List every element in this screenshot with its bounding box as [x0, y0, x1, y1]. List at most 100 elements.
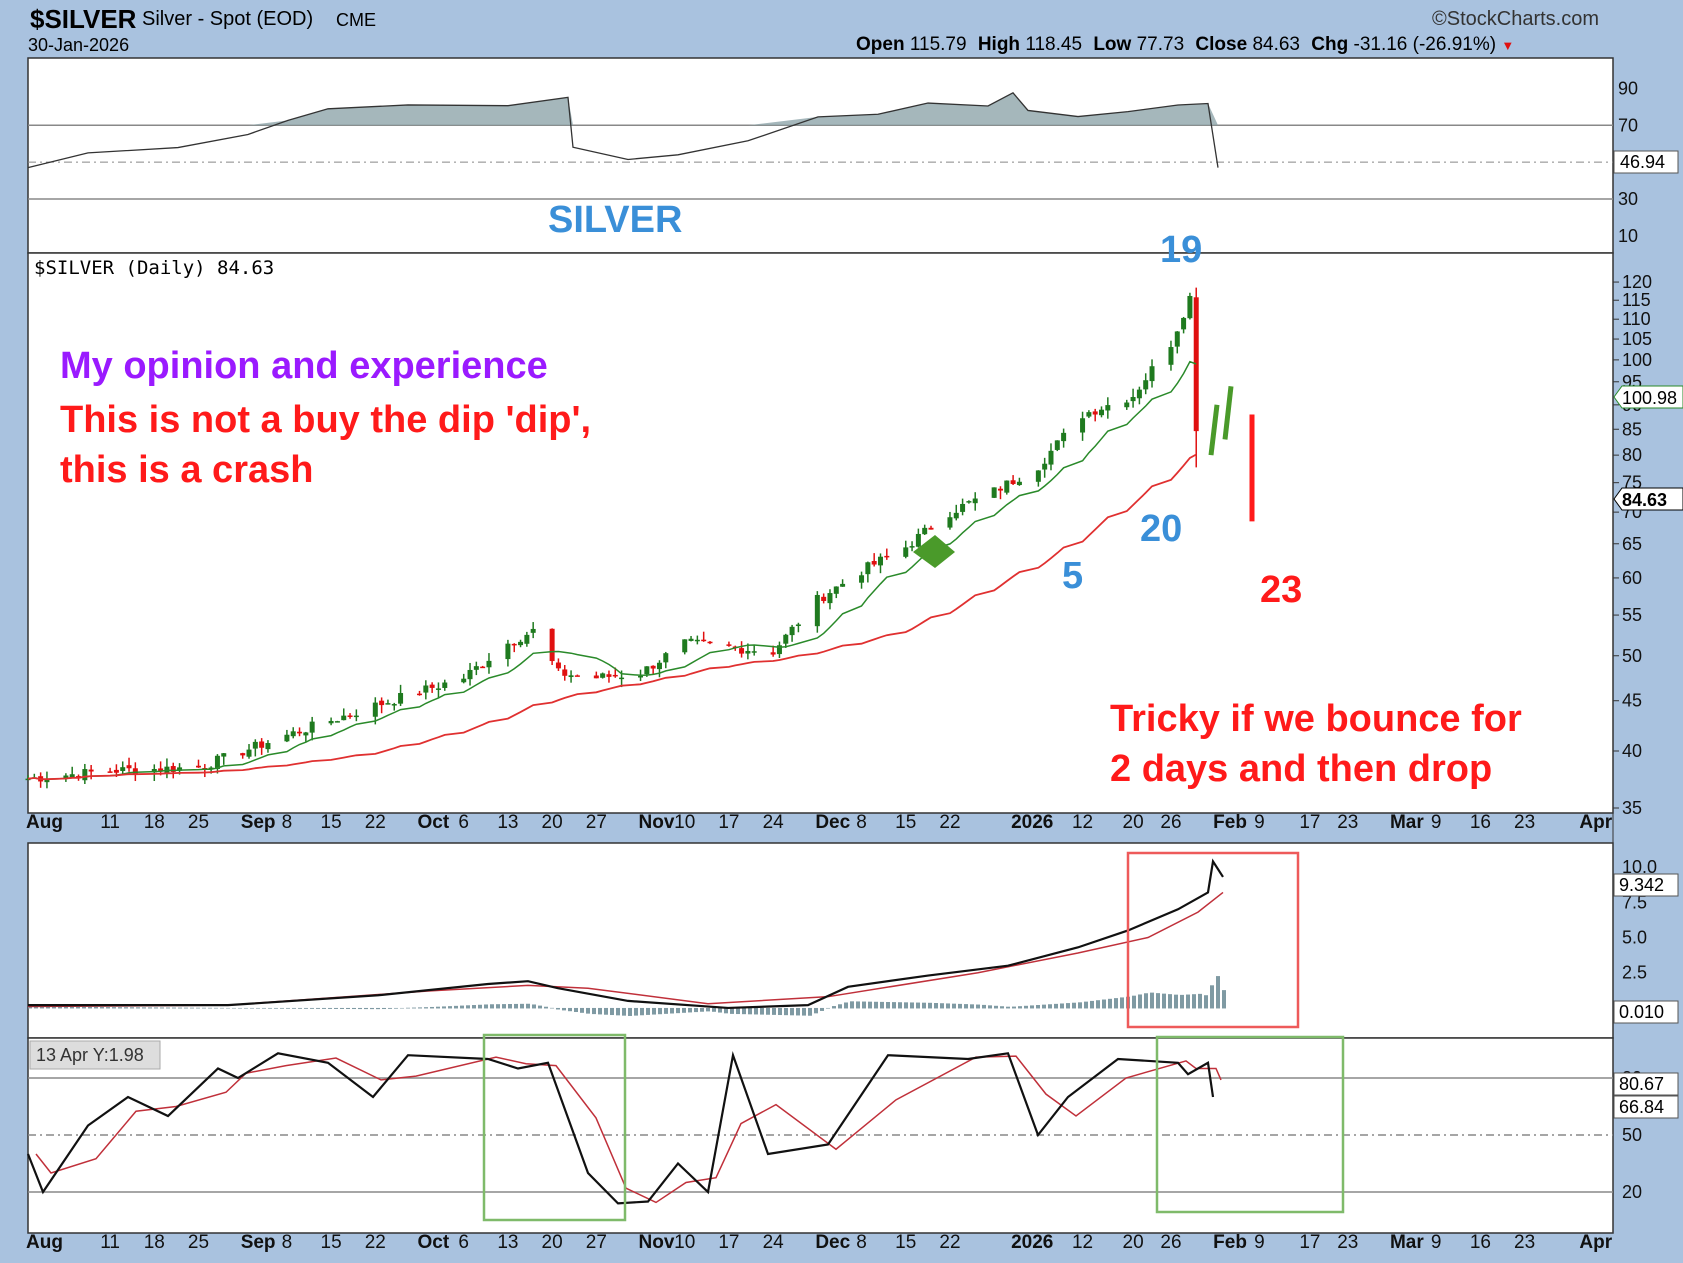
candle-body: [132, 768, 138, 775]
x-tick-label: 27: [586, 1232, 607, 1253]
macd-histogram-bar: [916, 1002, 920, 1009]
stoch-k-line: [26, 1050, 1215, 1205]
rsi-overbought-fill: [28, 92, 1218, 126]
macd-histogram-bar: [742, 1007, 746, 1015]
candle-body: [960, 503, 966, 512]
candle-body: [1086, 412, 1092, 417]
macd-histogram-bar: [106, 1007, 110, 1009]
macd-histogram-bar: [484, 1004, 488, 1009]
x-tick-label: Apr: [1579, 812, 1612, 833]
macd-histogram-bar: [592, 1007, 596, 1015]
candle-body: [265, 743, 271, 750]
price-y-tick: 65: [1622, 534, 1642, 554]
candle-body: [423, 685, 429, 693]
candle-body: [619, 677, 625, 680]
macd-histogram-bar: [700, 1007, 704, 1012]
ohlc-high-label: High: [977, 34, 1021, 55]
brand-logo[interactable]: ©StockCharts.com: [1432, 8, 1600, 30]
x-tick-label: Nov: [639, 812, 675, 833]
macd-histogram-bar: [604, 1007, 608, 1015]
svg-text:9.342: 9.342: [1619, 875, 1664, 895]
macd-histogram-bar: [850, 1001, 854, 1009]
macd-histogram-bar: [1222, 990, 1226, 1009]
candle-body: [328, 720, 334, 724]
candle-body: [158, 768, 164, 772]
macd-histogram-bar: [274, 1007, 278, 1009]
x-tick-label: 13: [497, 812, 518, 833]
x-tick-label: 16: [1470, 812, 1491, 833]
macd-histogram-bar: [118, 1007, 122, 1009]
macd-histogram-bar: [184, 1007, 188, 1009]
candle-body: [739, 648, 745, 654]
macd-histogram-bar: [124, 1007, 128, 1009]
x-tick-label: 20: [542, 812, 563, 833]
macd-histogram-bar: [466, 1005, 470, 1009]
x-tick-label: 22: [939, 1232, 960, 1253]
macd-histogram-bar: [784, 1007, 788, 1016]
macd-histogram-bar: [1018, 1006, 1022, 1009]
x-tick-label: 9: [1431, 1232, 1442, 1253]
macd-histogram-bar: [262, 1007, 266, 1009]
macd-histogram-bar: [556, 1007, 560, 1010]
svg-text:100.98: 100.98: [1622, 388, 1677, 408]
macd-histogram-bar: [658, 1007, 662, 1015]
macd-histogram-bar: [928, 1002, 932, 1009]
signal-diamond-icon: [913, 535, 955, 568]
rsi-y-tick: 70: [1618, 115, 1638, 135]
macd-histogram-bar: [1198, 993, 1202, 1009]
macd-histogram-bar: [1150, 992, 1154, 1009]
candle-body: [612, 674, 618, 677]
stoch-k-badge: 80.67: [1613, 1072, 1679, 1096]
macd-histogram-bar: [388, 1007, 392, 1009]
macd-histogram-bar: [250, 1007, 254, 1009]
candle-body: [1193, 297, 1199, 432]
candle-body: [644, 666, 650, 675]
macd-histogram-bar: [1072, 1002, 1076, 1009]
macd-histogram-bar: [532, 1004, 536, 1009]
x-tick-label: 16: [1470, 1232, 1491, 1253]
candle-body: [126, 765, 132, 769]
macd-histogram-bar: [328, 1007, 332, 1009]
x-tick-label: Sep: [241, 812, 276, 833]
ohlc-open-value: 115.79: [909, 34, 967, 55]
candle-body: [1174, 331, 1180, 347]
x-tick-label: Sep: [241, 1232, 276, 1253]
macd-histogram-bar: [436, 1006, 440, 1009]
candle-body: [214, 755, 220, 769]
candle-body: [568, 675, 574, 678]
macd-histogram-bar: [310, 1007, 314, 1009]
candle-body: [638, 675, 644, 678]
macd-histogram-bar: [1060, 1003, 1064, 1009]
macd-histogram-bar: [100, 1007, 104, 1009]
candle-body: [297, 731, 303, 734]
macd-histogram-bar: [1192, 994, 1196, 1009]
count-label-19: 19: [1160, 229, 1202, 271]
macd-histogram-bar: [76, 1006, 80, 1009]
candle-body: [1048, 450, 1054, 465]
candle-body: [505, 643, 511, 660]
macd-histogram-bar: [244, 1007, 248, 1009]
macd-histogram-bar: [910, 1002, 914, 1009]
macd-histogram-bar: [1090, 1000, 1094, 1009]
macd-histogram-bar: [1000, 1006, 1004, 1009]
macd-histogram-bar: [634, 1007, 638, 1016]
macd-histogram-bar: [712, 1007, 716, 1012]
candle-body: [379, 700, 385, 706]
x-tick-label: 9: [1254, 812, 1265, 833]
candle-body: [1168, 347, 1174, 365]
macd-indicator: 10.0 7.5 5.0 2.5: [27, 857, 1657, 1016]
macd-histogram-bar: [88, 1006, 92, 1009]
macd-histogram-bar: [490, 1004, 494, 1009]
candle-body: [871, 560, 877, 565]
x-tick-label: 17: [1299, 812, 1320, 833]
macd-histogram-bar: [736, 1007, 740, 1015]
candle-body: [82, 769, 88, 781]
candle-body: [25, 778, 31, 781]
macd-histogram-bar: [676, 1007, 680, 1014]
macd-histogram-bar: [958, 1003, 962, 1009]
chart-header: $SILVER Silver - Spot (EOD) CME 30-Jan-2…: [0, 0, 1683, 58]
macd-histogram-bar: [814, 1007, 818, 1014]
macd-histogram-bar: [322, 1007, 326, 1009]
x-tick-label: 9: [1254, 1232, 1265, 1253]
